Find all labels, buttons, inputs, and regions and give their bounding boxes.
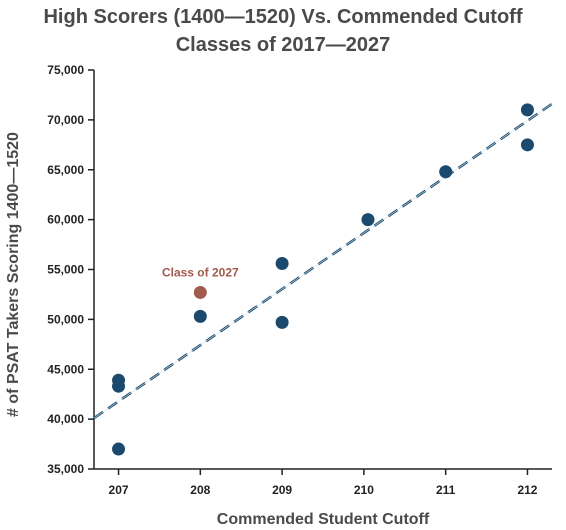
y-tick-label: 45,000 [47, 362, 84, 376]
y-tick-label: 65,000 [47, 163, 84, 177]
data-point [112, 442, 126, 456]
y-tick-label: 40,000 [47, 412, 84, 426]
x-axis-title: Commended Student Cutoff [217, 511, 430, 528]
y-tick-label: 50,000 [47, 312, 84, 326]
x-tick-label: 208 [190, 483, 210, 497]
y-axis-title: # of PSAT Takers Scoring 1400—1520 [5, 132, 22, 417]
x-tick-label: 207 [109, 483, 129, 497]
highlight-point [193, 285, 207, 299]
data-point [520, 103, 534, 117]
data-point [193, 309, 207, 323]
y-tick-label: 55,000 [47, 263, 84, 277]
x-tick-label: 212 [517, 483, 537, 497]
highlight-label: Class of 2027 [162, 265, 239, 279]
data-point [520, 138, 534, 152]
data-point [275, 257, 289, 271]
trend-line-highlight [93, 103, 553, 419]
x-tick-label: 211 [436, 483, 456, 497]
data-point [439, 165, 453, 179]
data-point [361, 213, 375, 227]
y-tick-label: 70,000 [47, 113, 84, 127]
x-tick-label: 209 [272, 483, 292, 497]
y-tick-label: 35,000 [47, 462, 84, 476]
y-tick-label: 60,000 [47, 213, 84, 227]
chart-subtitle: Classes of 2017—2027 [175, 34, 391, 56]
y-tick-label: 75,000 [47, 63, 84, 77]
chart-title: High Scorers (1400—1520) Vs. Commended C… [43, 6, 523, 28]
x-tick-label: 210 [354, 483, 374, 497]
data-point [112, 373, 126, 387]
data-point [275, 315, 289, 329]
